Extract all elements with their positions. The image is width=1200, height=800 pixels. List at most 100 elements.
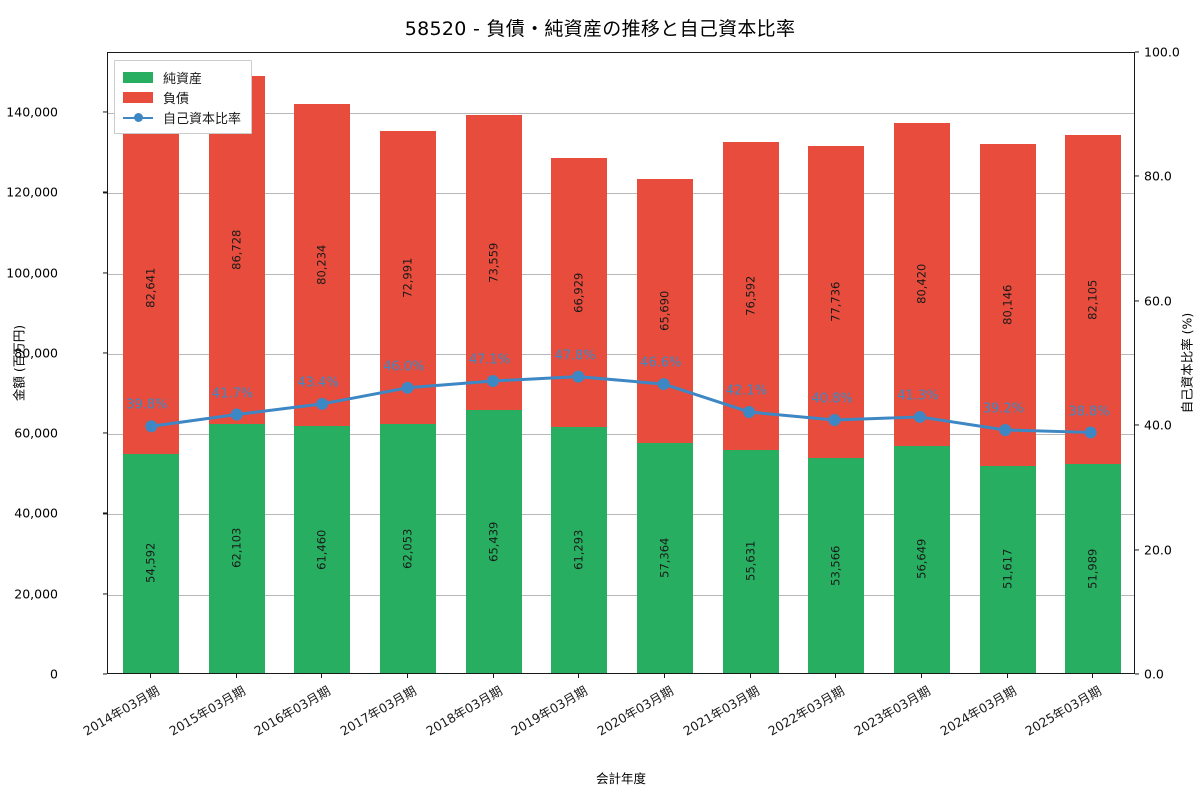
ratio-value-label: 42.1% xyxy=(725,383,768,399)
x-axis-tick-mark xyxy=(663,674,665,678)
y-axis-left-tick-label: 120,000 xyxy=(6,184,58,200)
x-axis-tick-mark xyxy=(1006,674,1008,678)
bar-segment-liabilities[interactable]: 80,146 xyxy=(979,144,1036,466)
bar-segment-liabilities[interactable]: 72,991 xyxy=(379,131,436,424)
y-axis-left-tick-mark xyxy=(103,432,107,434)
y-axis-right-tick-mark xyxy=(1135,673,1139,675)
x-axis-tick-label: 2018年03月期 xyxy=(422,682,505,739)
bar-segment-liabilities[interactable]: 77,736 xyxy=(808,146,865,459)
y-axis-right-tick-mark xyxy=(1135,549,1139,551)
x-axis-tick-label: 2020年03月期 xyxy=(594,682,676,739)
legend-item-equity-ratio: 自己資本比率 xyxy=(123,107,241,127)
bar-value-label-equity: 51,989 xyxy=(1085,548,1100,589)
grid-line xyxy=(108,514,1134,516)
y-axis-left-tick-label: 20,000 xyxy=(14,586,58,602)
x-axis-tick-label: 2021年03月期 xyxy=(679,682,762,739)
ratio-value-label: 47.1% xyxy=(468,352,511,368)
grid-line xyxy=(108,434,1134,436)
y-axis-right-tick-label: 40.0 xyxy=(1144,417,1172,433)
y-axis-right-tick-mark xyxy=(1135,175,1139,177)
y-axis-left-tick-label: 40,000 xyxy=(14,505,58,521)
bar-column[interactable]: 62,103 86,728 xyxy=(208,51,265,673)
bar-segment-equity[interactable]: 53,566 xyxy=(808,458,865,673)
bar-column[interactable]: 65,439 73,559 xyxy=(465,51,522,673)
bar-segment-equity[interactable]: 61,293 xyxy=(551,427,608,673)
bar-column[interactable]: 51,617 80,146 xyxy=(979,51,1036,673)
grid-line xyxy=(108,353,1134,355)
bar-value-label-liabilities: 72,991 xyxy=(400,257,415,298)
bar-value-label-equity: 54,592 xyxy=(143,543,158,584)
ratio-value-label: 46.6% xyxy=(640,355,682,371)
legend-marker-equity-ratio xyxy=(123,112,153,123)
x-axis-tick-mark xyxy=(749,674,751,678)
bar-column[interactable]: 61,460 80,234 xyxy=(294,51,351,673)
bar-segment-equity[interactable]: 61,460 xyxy=(294,426,351,673)
ratio-value-label: 39.8% xyxy=(126,397,168,413)
bar-value-label-equity: 51,617 xyxy=(999,549,1014,590)
y-axis-right-tick-mark xyxy=(1135,51,1139,53)
bar-value-label-equity: 53,566 xyxy=(828,545,843,586)
bar-segment-equity[interactable]: 51,989 xyxy=(1065,464,1122,673)
y-axis-left-tick-mark xyxy=(103,111,107,113)
bar-segment-equity[interactable]: 62,103 xyxy=(208,423,265,673)
ratio-value-label: 40.8% xyxy=(811,391,853,407)
x-axis-tick-label: 2014年03月期 xyxy=(80,682,162,739)
x-axis-tick-mark xyxy=(835,674,837,678)
y-axis-left-tick-mark xyxy=(103,191,107,193)
bar-value-label-liabilities: 80,420 xyxy=(914,263,929,305)
bar-value-label-equity: 57,364 xyxy=(657,537,672,578)
ratio-value-label: 46.0% xyxy=(383,359,425,375)
bar-segment-equity[interactable]: 55,631 xyxy=(722,449,779,673)
y-axis-right-tick-label: 100.0 xyxy=(1144,44,1180,60)
ratio-value-label: 41.7% xyxy=(211,386,254,402)
bar-value-label-liabilities: 80,146 xyxy=(999,284,1014,325)
bar-segment-equity[interactable]: 62,053 xyxy=(379,424,436,673)
ratio-value-label: 38.8% xyxy=(1068,404,1110,420)
x-axis-tick-label: 2016年03月期 xyxy=(251,682,333,739)
y-axis-right-tick-label: 80.0 xyxy=(1144,168,1172,184)
bar-segment-liabilities[interactable]: 76,592 xyxy=(722,142,779,450)
bar-column[interactable]: 56,649 80,420 xyxy=(893,51,950,673)
y-axis-right-title: 自己資本比率 (%) xyxy=(1179,312,1195,414)
y-axis-left-tick-mark xyxy=(103,673,107,675)
bar-column[interactable]: 55,631 76,592 xyxy=(722,51,779,673)
ratio-value-label: 39.2% xyxy=(982,401,1025,417)
bar-value-label-liabilities: 73,559 xyxy=(485,242,500,283)
y-axis-left-tick-mark xyxy=(103,593,107,595)
legend-label-equity: 純資産 xyxy=(163,71,203,87)
bar-segment-liabilities[interactable]: 73,559 xyxy=(465,115,522,411)
ratio-value-label: 47.8% xyxy=(554,348,596,364)
x-axis-tick-label: 2022年03月期 xyxy=(765,682,847,739)
x-axis-tick-label: 2024年03月期 xyxy=(936,682,1019,739)
bar-segment-equity[interactable]: 56,649 xyxy=(893,445,950,673)
y-axis-left-tick-label: 100,000 xyxy=(6,265,58,281)
chart-legend: 純資産 負債 自己資本比率 xyxy=(114,60,253,134)
legend-swatch-liabilities xyxy=(123,91,153,103)
legend-item-liabilities: 負債 xyxy=(123,87,241,107)
y-axis-left-tick-mark xyxy=(103,272,107,274)
bar-value-label-equity: 62,053 xyxy=(400,528,415,569)
bar-segment-liabilities[interactable]: 65,690 xyxy=(636,179,693,443)
bar-column[interactable]: 51,989 82,105 xyxy=(1065,51,1122,673)
x-axis-tick-mark xyxy=(406,674,408,678)
grid-line xyxy=(108,273,1134,275)
bar-segment-liabilities[interactable]: 80,234 xyxy=(294,104,351,427)
bar-segment-equity[interactable]: 57,364 xyxy=(636,442,693,673)
y-axis-left-tick-label: 0 xyxy=(50,666,58,682)
bar-value-label-liabilities: 65,690 xyxy=(657,290,672,331)
y-axis-right-tick-label: 20.0 xyxy=(1144,542,1172,558)
bar-column[interactable]: 53,566 77,736 xyxy=(808,51,865,673)
legend-item-equity: 純資産 xyxy=(123,67,241,87)
bar-column[interactable]: 54,592 82,641 xyxy=(122,51,179,673)
bar-segment-equity[interactable]: 54,592 xyxy=(122,453,179,673)
x-axis-tick-label: 2023年03月期 xyxy=(851,682,933,739)
bar-value-label-liabilities: 82,105 xyxy=(1085,279,1100,320)
bar-segment-equity[interactable]: 65,439 xyxy=(465,410,522,673)
ratio-value-label: 43.4% xyxy=(297,375,339,391)
x-axis-tick-mark xyxy=(235,674,237,678)
x-axis-tick-mark xyxy=(578,674,580,678)
bar-segment-equity[interactable]: 51,617 xyxy=(979,465,1036,673)
bar-segment-liabilities[interactable]: 66,929 xyxy=(551,158,608,428)
y-axis-right-tick-label: 60.0 xyxy=(1144,293,1172,309)
